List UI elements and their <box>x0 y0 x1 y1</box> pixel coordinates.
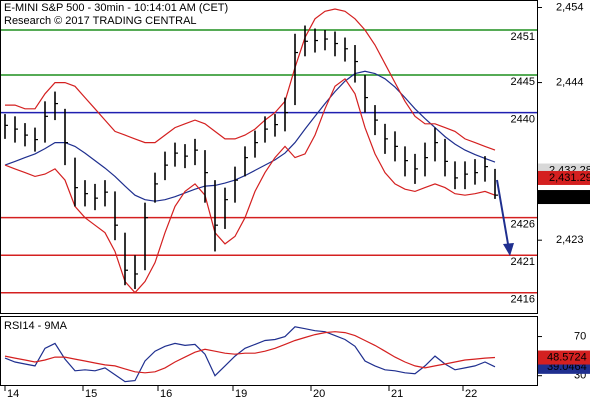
level-label: 2451 <box>511 31 535 43</box>
level-label: 2421 <box>511 256 535 268</box>
level-label: 2416 <box>511 294 535 306</box>
chart-subtitle: Research © 2017 TRADING CENTRAL <box>4 15 197 27</box>
rsi-line <box>4 331 496 374</box>
indicator-line <box>5 8 496 151</box>
price-label: 2,431.29 <box>549 172 590 184</box>
price-panel <box>0 0 538 314</box>
y-tick-label: 2,423 <box>556 234 584 246</box>
x-tick-label: 20 <box>313 388 325 400</box>
level-label: 2426 <box>511 219 535 231</box>
indicator-line <box>4 77 496 294</box>
y-tick-label: 70 <box>574 330 586 342</box>
x-tick-label: 15 <box>85 388 97 400</box>
level-label: 2445 <box>511 76 535 88</box>
rsi-line <box>4 326 496 383</box>
x-tick-label: 19 <box>235 388 247 400</box>
level-label: 2440 <box>511 113 535 125</box>
x-tick-label: 22 <box>465 388 477 400</box>
price-label: 2,428.75 <box>549 191 590 203</box>
rsi-panel <box>0 316 538 386</box>
rsi-label: 48.5724 <box>547 351 587 363</box>
chart-title: E-MINI S&P 500 - 30min - 10:14:01 AM (CE… <box>4 2 228 14</box>
price-label-box <box>538 190 590 205</box>
forecast-arrow <box>496 179 509 245</box>
x-tick-label: 14 <box>7 388 19 400</box>
forecast-arrowhead <box>503 243 514 256</box>
indicator-line <box>4 70 496 202</box>
rsi-label-box <box>538 350 590 365</box>
subtitle-bg <box>2 15 192 28</box>
title-bg <box>2 2 214 15</box>
x-tick-label: 16 <box>160 388 172 400</box>
y-tick-label: 2,444 <box>556 76 584 88</box>
y-tick-label: 2,454 <box>556 1 584 13</box>
x-tick-label: 21 <box>391 388 403 400</box>
rsi-title: RSI14 - 9MA <box>4 320 68 332</box>
price-label-box <box>538 170 590 185</box>
